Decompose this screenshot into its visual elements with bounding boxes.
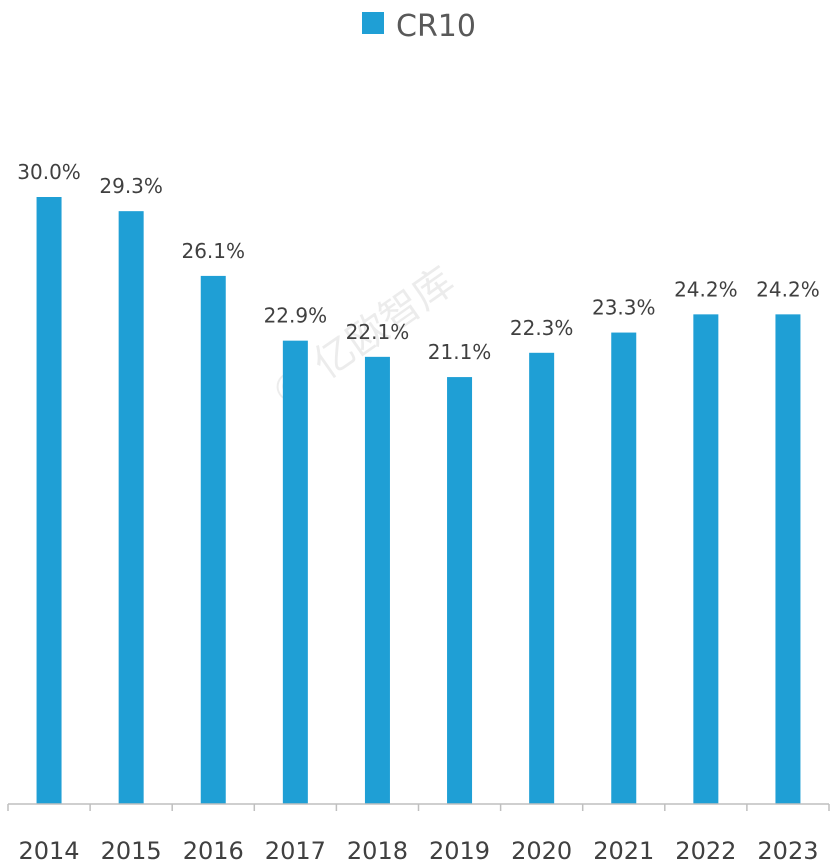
x-axis-tick-labels: 2014 2015 2016 2017 2018 2019 2020 2021 2022 2023 (19, 837, 819, 864)
bar-series-cr10 (36, 197, 801, 804)
x-tick-label-2016: 2016 (183, 837, 244, 864)
bar-2014 (36, 197, 62, 804)
bar-2015 (118, 211, 144, 804)
bar-2020 (529, 352, 555, 804)
data-label-2015: 29.3% (99, 174, 163, 198)
bar-2023 (775, 314, 801, 804)
x-tick-label-2019: 2019 (429, 837, 490, 864)
bar-2016 (200, 275, 226, 804)
bar-2021 (611, 332, 637, 804)
data-label-2017: 22.9% (264, 304, 328, 328)
x-axis-ticks (7, 804, 830, 811)
data-label-2023: 24.2% (756, 277, 820, 301)
bar-2022 (693, 314, 719, 804)
data-labels: 30.0% 29.3% 26.1% 22.9% 22.1% 21.1% 22.3% 23.3%… (17, 160, 819, 364)
legend: CR10 (362, 9, 476, 44)
x-tick-label-2023: 2023 (757, 837, 818, 864)
x-tick-label-2014: 2014 (19, 837, 80, 864)
bar-2017 (282, 340, 308, 804)
legend-swatch-cr10 (362, 12, 384, 34)
data-label-2022: 24.2% (674, 277, 738, 301)
legend-label-cr10: CR10 (396, 9, 476, 44)
x-tick-label-2021: 2021 (593, 837, 654, 864)
x-tick-label-2018: 2018 (347, 837, 408, 864)
data-label-2014: 30.0% (17, 160, 81, 184)
data-label-2016: 26.1% (181, 239, 245, 263)
x-tick-label-2022: 2022 (675, 837, 736, 864)
data-label-2018: 22.1% (346, 320, 410, 344)
bar-2019 (447, 377, 473, 804)
x-tick-label-2017: 2017 (265, 837, 326, 864)
x-tick-label-2015: 2015 (101, 837, 162, 864)
x-tick-label-2020: 2020 (511, 837, 572, 864)
data-label-2020: 22.3% (510, 316, 574, 340)
data-label-2019: 21.1% (428, 340, 492, 364)
bar-2018 (364, 356, 390, 804)
data-label-2021: 23.3% (592, 296, 656, 320)
